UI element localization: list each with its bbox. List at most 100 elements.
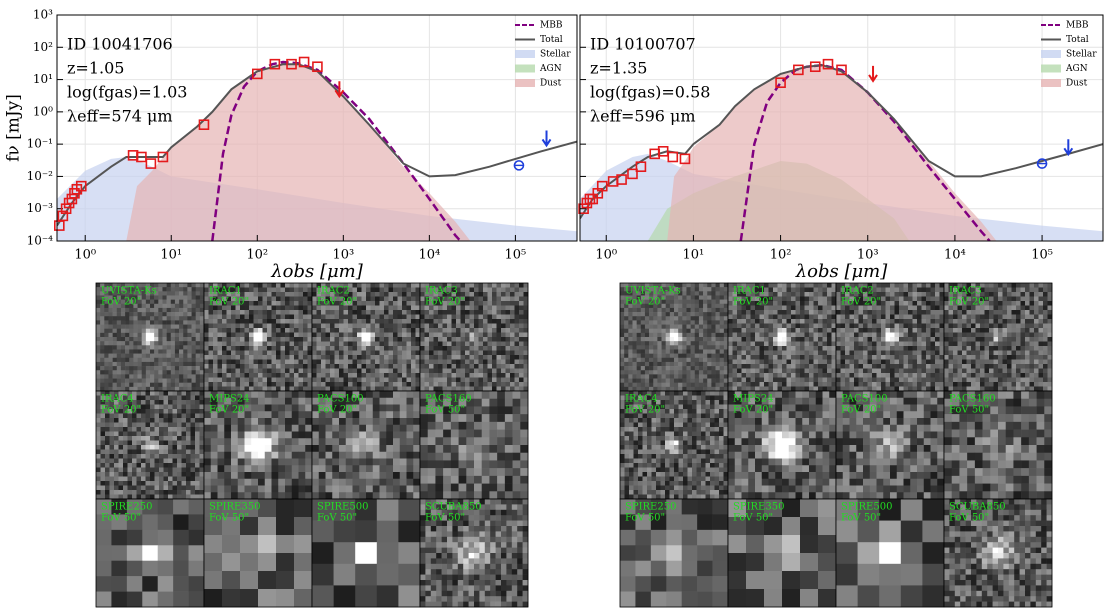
stamp-pixel — [451, 364, 457, 369]
stamp-pixel — [170, 353, 176, 359]
stamp-pixel — [174, 353, 180, 359]
stamp-pixel — [436, 601, 442, 608]
stamp-pixel — [96, 576, 112, 592]
stamp-pixel — [307, 386, 313, 392]
stamp-pixel — [240, 283, 245, 288]
stamp-pixel — [457, 504, 464, 511]
stamp-pixel — [294, 571, 313, 590]
stamp-pixel — [674, 332, 679, 338]
stamp-pixel — [669, 320, 675, 325]
stamp-pixel — [199, 287, 205, 292]
stamp-pixel — [375, 346, 380, 351]
stamp-pixel — [231, 478, 239, 486]
stamp-pixel — [129, 283, 134, 288]
stamp-pixel — [267, 283, 272, 288]
stamp-pixel — [496, 364, 502, 369]
stamp-pixel — [361, 287, 367, 293]
stamp-pixel — [231, 391, 239, 399]
stamp-pixel — [271, 319, 277, 324]
stamp-pixel — [186, 472, 191, 477]
stamp-pixel — [104, 349, 109, 354]
stamp-pixel — [506, 542, 513, 548]
stamp-pixel — [154, 395, 160, 401]
stamp-pixel — [172, 481, 178, 486]
stamp-pixel — [433, 314, 439, 320]
stamp-pixel — [125, 374, 130, 379]
stamp-pixel — [226, 368, 232, 374]
stamp-pixel — [312, 287, 317, 293]
stamp-pixel — [420, 596, 426, 602]
stamp-pixel — [345, 431, 353, 439]
stamp-pixel — [649, 303, 654, 309]
stamp-pixel — [420, 323, 425, 329]
stamp-pixel — [154, 445, 160, 450]
stamp-pixel — [183, 299, 188, 305]
stamp-pixel — [620, 361, 625, 367]
stamp-pixel — [657, 349, 662, 354]
stamp-pixel — [137, 295, 142, 300]
stamp-pixel — [186, 422, 191, 428]
stamp-pixel — [474, 337, 479, 342]
stamp-pixel — [244, 337, 250, 342]
stamp-pixel — [447, 346, 452, 351]
stamp-pixel — [388, 296, 394, 302]
stamp-pixel — [438, 355, 443, 360]
stamp-pixel — [424, 332, 430, 338]
stamp-pixel — [452, 563, 459, 570]
stamp-pixel — [173, 529, 189, 546]
stamp-pixel — [145, 494, 151, 500]
stamp-pixel — [96, 378, 101, 383]
stamp-pixel — [519, 355, 524, 360]
stamp-pixel — [170, 287, 176, 292]
stamp-pixel — [96, 400, 101, 405]
stamp-pixel — [517, 585, 523, 592]
stamp-pixel — [490, 569, 496, 575]
stamp-pixel — [425, 499, 432, 505]
stamp-pixel — [474, 319, 479, 324]
stamp-pixel — [694, 370, 700, 375]
stamp-pixel — [177, 440, 182, 446]
stamp-pixel — [443, 398, 452, 407]
stamp-pixel — [694, 307, 700, 313]
stamp-pixel — [458, 475, 467, 484]
stamp-pixel — [133, 287, 138, 292]
stamp-pixel — [479, 536, 486, 543]
stamp-pixel — [511, 504, 518, 511]
stamp-pixel — [451, 283, 457, 288]
stamp-pixel — [108, 361, 113, 367]
stamp-pixel — [294, 355, 299, 360]
stamp-pixel — [352, 411, 360, 419]
stamp-pixel — [384, 341, 389, 347]
stamp-pixel — [465, 319, 470, 324]
stamp-pixel — [519, 323, 524, 329]
stamp-pixel — [217, 465, 225, 473]
stamp-pixel — [278, 485, 286, 493]
stamp-pixel — [415, 355, 421, 360]
stamp-pixel — [484, 563, 491, 570]
stamp-pixel — [492, 328, 497, 333]
stamp-pixel — [330, 350, 335, 356]
stamp-pixel — [429, 296, 434, 302]
stamp-pixel — [141, 458, 146, 464]
stamp-pixel — [366, 485, 374, 493]
stamp-pixel — [244, 364, 250, 369]
stamp-pixel — [116, 349, 122, 354]
stamp-pixel — [352, 323, 358, 329]
stamp-pixel — [96, 337, 101, 342]
stamp-pixel — [276, 337, 281, 342]
stamp-pixel — [278, 458, 286, 466]
stamp-pixel — [511, 520, 518, 527]
stamp-pixel — [420, 359, 425, 365]
stamp-pixel — [479, 504, 486, 511]
stamp-pixel — [393, 337, 398, 342]
stamp-pixel — [170, 283, 176, 288]
stamp-pixel — [210, 492, 218, 500]
stamp-pixel — [343, 283, 349, 288]
stamp-pixel — [644, 349, 650, 354]
stamp-pixel — [177, 400, 182, 405]
stamp-pixel — [640, 299, 646, 305]
stamp-pixel — [96, 409, 101, 414]
stamp-pixel — [222, 337, 227, 342]
stamp-pixel — [698, 349, 704, 354]
stamp-pixel — [181, 472, 187, 477]
